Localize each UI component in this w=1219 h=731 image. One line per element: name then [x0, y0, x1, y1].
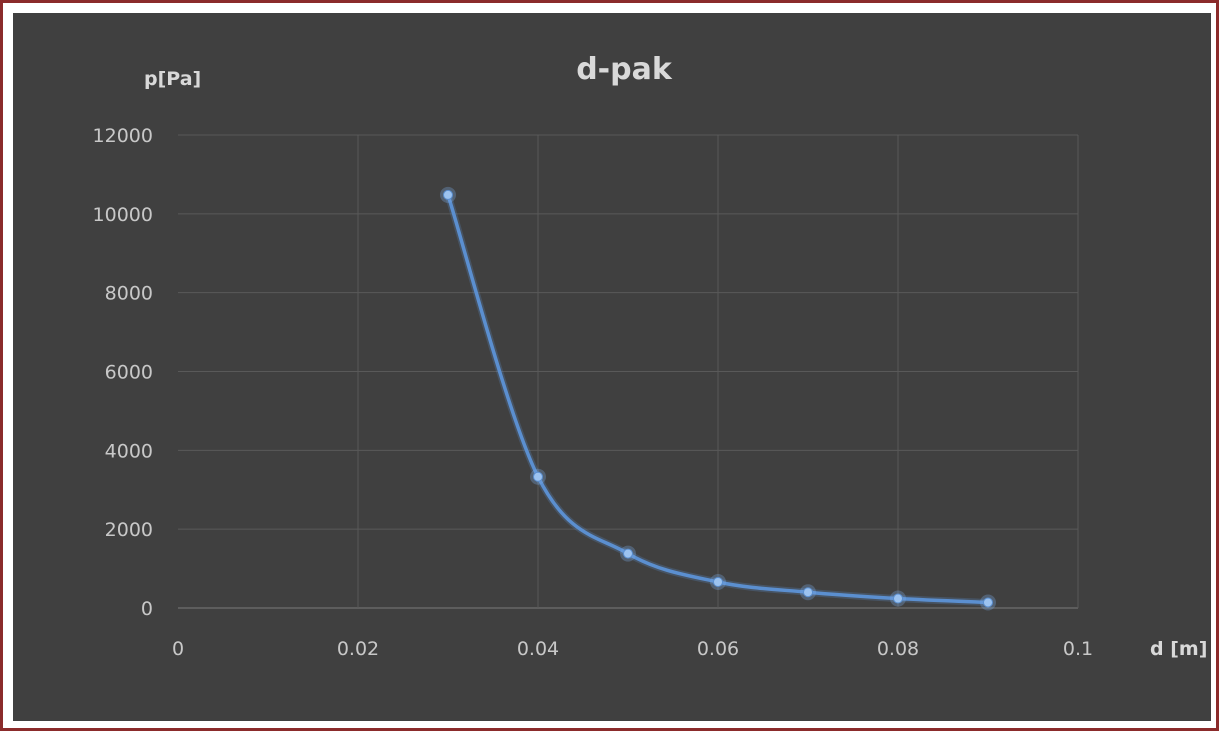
y-tick-label: 6000 [105, 362, 153, 384]
series-layer [440, 186, 996, 611]
tick-layer: 0 2000 4000 6000 8000 10000 12000 0 0.02 0.04 0.06… [93, 125, 1094, 660]
chart-title: d-pak [576, 52, 673, 87]
x-tick-label: 0.04 [517, 638, 559, 660]
data-point [713, 576, 723, 587]
data-point [803, 587, 813, 598]
data-point [443, 189, 453, 200]
y-tick-label: 10000 [93, 204, 153, 226]
y-tick-label: 4000 [105, 440, 153, 462]
y-axis-title: p[Pa] [144, 68, 201, 90]
chart-svg: 0 2000 4000 6000 8000 10000 12000 0 0.02 0.04 0.06… [93, 52, 1208, 660]
x-tick-label: 0 [172, 638, 184, 660]
y-tick-label: 12000 [93, 125, 153, 147]
chart-area: 0 2000 4000 6000 8000 10000 12000 0 0.02 0.04 0.06… [13, 13, 1211, 721]
y-tick-label: 2000 [105, 519, 153, 541]
data-point [623, 548, 633, 559]
data-point [893, 593, 903, 604]
x-tick-label: 0.08 [877, 638, 919, 660]
x-tick-label: 0.06 [697, 638, 739, 660]
x-axis-title: d [m] [1150, 638, 1207, 660]
y-tick-label: 0 [141, 598, 153, 620]
y-tick-label: 8000 [105, 283, 153, 305]
data-point [983, 597, 993, 608]
grid-layer [178, 134, 1079, 609]
data-point [533, 471, 543, 482]
series-line [446, 194, 989, 605]
x-tick-label: 0.1 [1063, 638, 1093, 660]
x-tick-label: 0.02 [337, 638, 379, 660]
